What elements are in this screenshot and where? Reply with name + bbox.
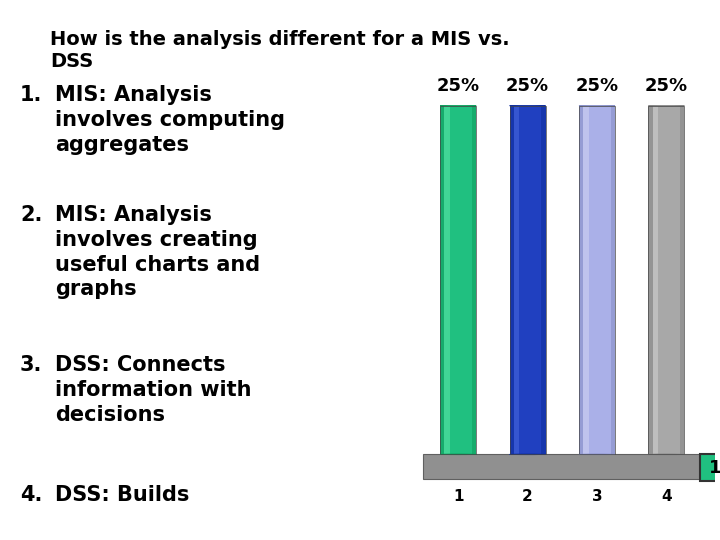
Text: MIS: Analysis
involves creating
useful charts and
graphs: MIS: Analysis involves creating useful c… xyxy=(55,205,260,299)
Text: 3.: 3. xyxy=(20,355,42,375)
Text: 25%: 25% xyxy=(506,77,549,94)
Text: DSS: DSS xyxy=(50,52,94,71)
Bar xyxy=(653,106,658,454)
Ellipse shape xyxy=(440,105,476,106)
Bar xyxy=(583,106,589,454)
Bar xyxy=(541,106,546,454)
FancyBboxPatch shape xyxy=(700,454,720,481)
Bar xyxy=(649,106,685,454)
Bar xyxy=(440,106,476,454)
Bar xyxy=(579,106,583,454)
Bar xyxy=(611,106,615,454)
Ellipse shape xyxy=(579,105,615,106)
Bar xyxy=(579,106,615,454)
Bar xyxy=(472,106,476,454)
Bar xyxy=(510,106,546,454)
Ellipse shape xyxy=(510,454,546,455)
Text: 25%: 25% xyxy=(645,77,688,94)
Text: 10: 10 xyxy=(708,458,720,477)
Bar xyxy=(680,106,685,454)
Text: 4.: 4. xyxy=(20,485,42,505)
Bar xyxy=(649,106,685,454)
Bar xyxy=(444,106,450,454)
Bar xyxy=(423,454,701,480)
Ellipse shape xyxy=(440,454,476,455)
Text: MIS: Analysis
involves computing
aggregates: MIS: Analysis involves computing aggrega… xyxy=(55,85,285,154)
Text: 1.: 1. xyxy=(20,85,42,105)
Ellipse shape xyxy=(649,105,685,106)
Ellipse shape xyxy=(649,454,685,455)
Bar xyxy=(440,106,476,454)
Bar xyxy=(510,106,514,454)
Text: 25%: 25% xyxy=(436,77,480,94)
Bar xyxy=(649,106,653,454)
Bar xyxy=(440,106,444,454)
Ellipse shape xyxy=(510,105,546,106)
Text: 2.: 2. xyxy=(20,205,42,225)
Text: 25%: 25% xyxy=(575,77,618,94)
Ellipse shape xyxy=(579,454,615,455)
Bar xyxy=(514,106,519,454)
Text: DSS: Builds: DSS: Builds xyxy=(55,485,189,505)
Bar xyxy=(579,106,615,454)
Text: DSS: Connects
information with
decisions: DSS: Connects information with decisions xyxy=(55,355,251,424)
Bar xyxy=(510,106,546,454)
Text: How is the analysis different for a MIS vs.: How is the analysis different for a MIS … xyxy=(50,30,510,49)
